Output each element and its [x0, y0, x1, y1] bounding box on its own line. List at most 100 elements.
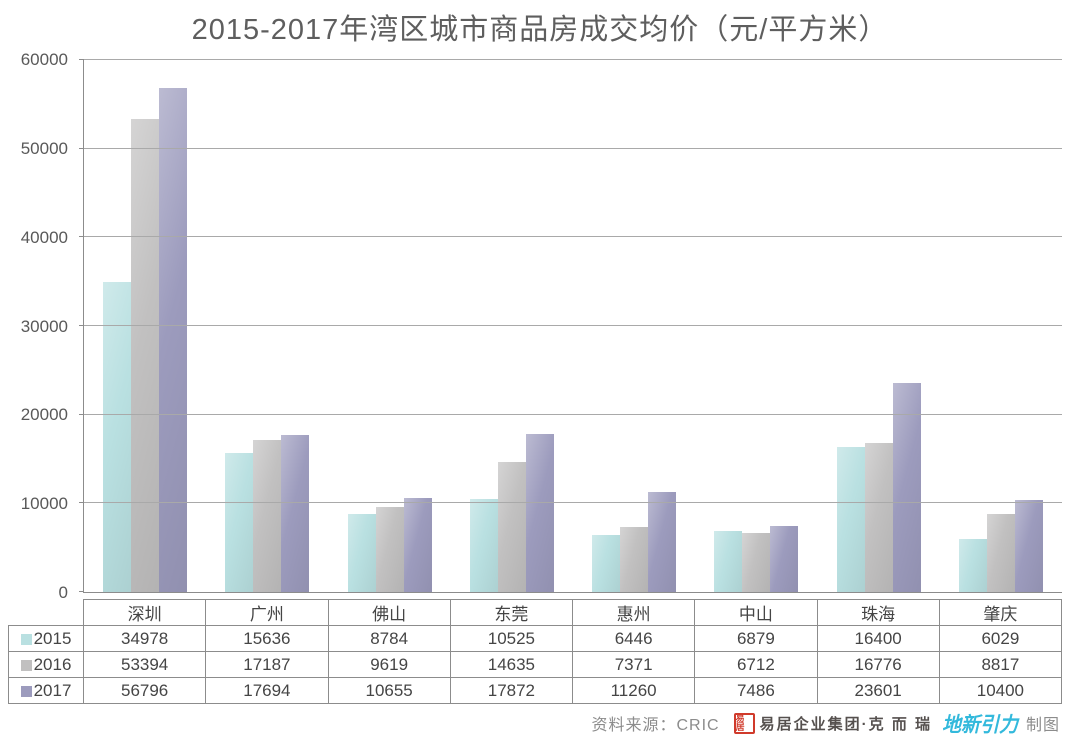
bar-group-珠海 [818, 60, 940, 592]
y-axis-label: 10000 [20, 494, 68, 514]
value-cell-2016-珠海: 16776 [816, 651, 940, 678]
data-table: 深圳 广州 佛山 东莞 惠州 中山 珠海 肇庆 2015 34978 15636 8784 10525… [8, 599, 1063, 704]
bar-2016-广州 [253, 439, 282, 592]
plot-area [79, 59, 1062, 593]
category-header-深圳: 深圳 [82, 599, 207, 626]
legend-year-label: 2016 [33, 654, 72, 674]
bar-group-东莞 [451, 60, 573, 592]
gridline-60000 [84, 59, 1062, 60]
category-header-广州: 广州 [205, 599, 329, 626]
legend-swatch-2017 [20, 685, 32, 697]
value-cell-2015-佛山: 8784 [327, 625, 451, 652]
bar-2017-中山 [770, 525, 799, 592]
value-cell-2017-广州: 17694 [205, 677, 329, 704]
bar-2017-东莞 [525, 433, 554, 592]
value-cell-2017-惠州: 11260 [571, 677, 696, 704]
table-row-2015: 2015 34978 15636 8784 10525 6446 6879 16400 6029 [8, 625, 1063, 652]
dixinyinli-logo: 地新引力 [941, 713, 1018, 737]
bar-2016-佛山 [375, 506, 404, 592]
bar-2016-珠海 [864, 443, 893, 592]
gridline-20000 [84, 413, 1062, 415]
y-axis-label: 0 [58, 583, 68, 602]
value-cell-2017-佛山: 10655 [327, 677, 451, 704]
bar-2015-珠海 [836, 446, 865, 592]
value-cell-2015-珠海: 16400 [816, 625, 940, 652]
y-tick-10000 [79, 502, 84, 504]
y-axis-label: 20000 [20, 405, 68, 425]
bar-group-中山 [695, 60, 817, 592]
value-cell-2017-中山: 7486 [694, 677, 818, 704]
legend-year-label: 2017 [33, 680, 72, 700]
bar-2015-肇庆 [958, 538, 987, 592]
category-header-珠海: 珠海 [816, 599, 940, 626]
y-tick-50000 [79, 147, 84, 149]
legend-year-label: 2015 [33, 628, 72, 648]
legend-cell-2015: 2015 [8, 625, 84, 652]
bar-2016-东莞 [497, 462, 526, 592]
value-cell-2015-中山: 6879 [694, 625, 818, 652]
bar-2016-中山 [742, 532, 771, 592]
footer: 资料来源：CRIC 易居 易居企业集团·克 而 瑞 地新引力 制图 [592, 709, 1061, 737]
bar-group-深圳 [84, 60, 206, 592]
legend-swatch-2015 [20, 633, 32, 645]
bar-group-惠州 [573, 60, 695, 592]
table-row-2017: 2017 56796 17694 10655 17872 11260 7486 23601 10… [8, 677, 1063, 704]
gridline-30000 [84, 325, 1062, 326]
chart-title: 2015-2017年湾区城市商品房成交均价（元/平方米） [191, 14, 889, 46]
table-corner-cell [8, 599, 84, 626]
table-body: 2015 34978 15636 8784 10525 6446 6879 16400 6029… [8, 625, 1063, 704]
bar-groups [84, 60, 1062, 592]
y-tick-60000 [79, 59, 84, 60]
legend-cell-2017: 2017 [8, 677, 84, 704]
bar-2015-佛山 [347, 514, 376, 592]
credit-label: 制图 [1025, 717, 1060, 734]
bar-2015-中山 [714, 531, 743, 592]
bar-2017-深圳 [159, 88, 188, 592]
bar-2015-东莞 [469, 498, 498, 592]
bar-2017-广州 [281, 435, 310, 592]
bar-2017-肇庆 [1014, 499, 1043, 592]
value-cell-2015-惠州: 6446 [571, 625, 696, 652]
category-header-惠州: 惠州 [571, 599, 696, 626]
y-tick-30000 [79, 325, 84, 326]
value-cell-2016-深圳: 53394 [82, 651, 207, 678]
value-cell-2016-惠州: 7371 [571, 651, 696, 678]
value-cell-2016-佛山: 9619 [327, 651, 451, 678]
bar-group-广州 [206, 60, 328, 592]
value-cell-2016-东莞: 14635 [449, 651, 574, 678]
value-cell-2015-肇庆: 6029 [938, 625, 1063, 652]
y-axis-label: 40000 [20, 227, 68, 247]
legend-cell-2016: 2016 [8, 651, 84, 678]
bar-2017-惠州 [648, 492, 677, 592]
value-cell-2016-中山: 6712 [694, 651, 818, 678]
value-cell-2017-珠海: 23601 [816, 677, 940, 704]
bar-2016-惠州 [620, 526, 649, 592]
value-cell-2015-东莞: 10525 [449, 625, 574, 652]
source-label: 资料来源：CRIC [591, 717, 720, 734]
yiju-seal-icon: 易居 [733, 712, 755, 734]
bar-2016-肇庆 [986, 513, 1015, 592]
table-head: 深圳 广州 佛山 东莞 惠州 中山 珠海 肇庆 [8, 599, 1063, 626]
category-header-东莞: 东莞 [449, 599, 574, 626]
company-name: 易居企业集团·克 而 瑞 [759, 715, 932, 733]
bar-group-佛山 [329, 60, 451, 592]
y-tick-40000 [79, 236, 84, 238]
value-cell-2017-深圳: 56796 [82, 677, 207, 704]
y-axis-label: 50000 [20, 138, 68, 158]
table-row-2016: 2016 53394 17187 9619 14635 7371 6712 16776 8817 [8, 651, 1063, 678]
category-header-中山: 中山 [694, 599, 818, 626]
y-axis-labels: 0 10000 20000 30000 40000 50000 60000 [0, 51, 76, 602]
bar-2015-惠州 [592, 534, 621, 592]
table-header-row: 深圳 广州 佛山 东莞 惠州 中山 珠海 肇庆 [8, 599, 1063, 626]
value-cell-2016-广州: 17187 [205, 651, 329, 678]
category-header-佛山: 佛山 [327, 599, 451, 626]
bar-2015-广州 [225, 453, 254, 592]
value-cell-2015-深圳: 34978 [82, 625, 207, 652]
y-axis-label: 30000 [20, 316, 68, 336]
value-cell-2016-肇庆: 8817 [938, 651, 1063, 678]
legend-swatch-2016 [20, 659, 32, 671]
bar-2015-深圳 [103, 281, 132, 592]
gridline-10000 [84, 502, 1062, 504]
bar-2016-深圳 [131, 118, 160, 592]
